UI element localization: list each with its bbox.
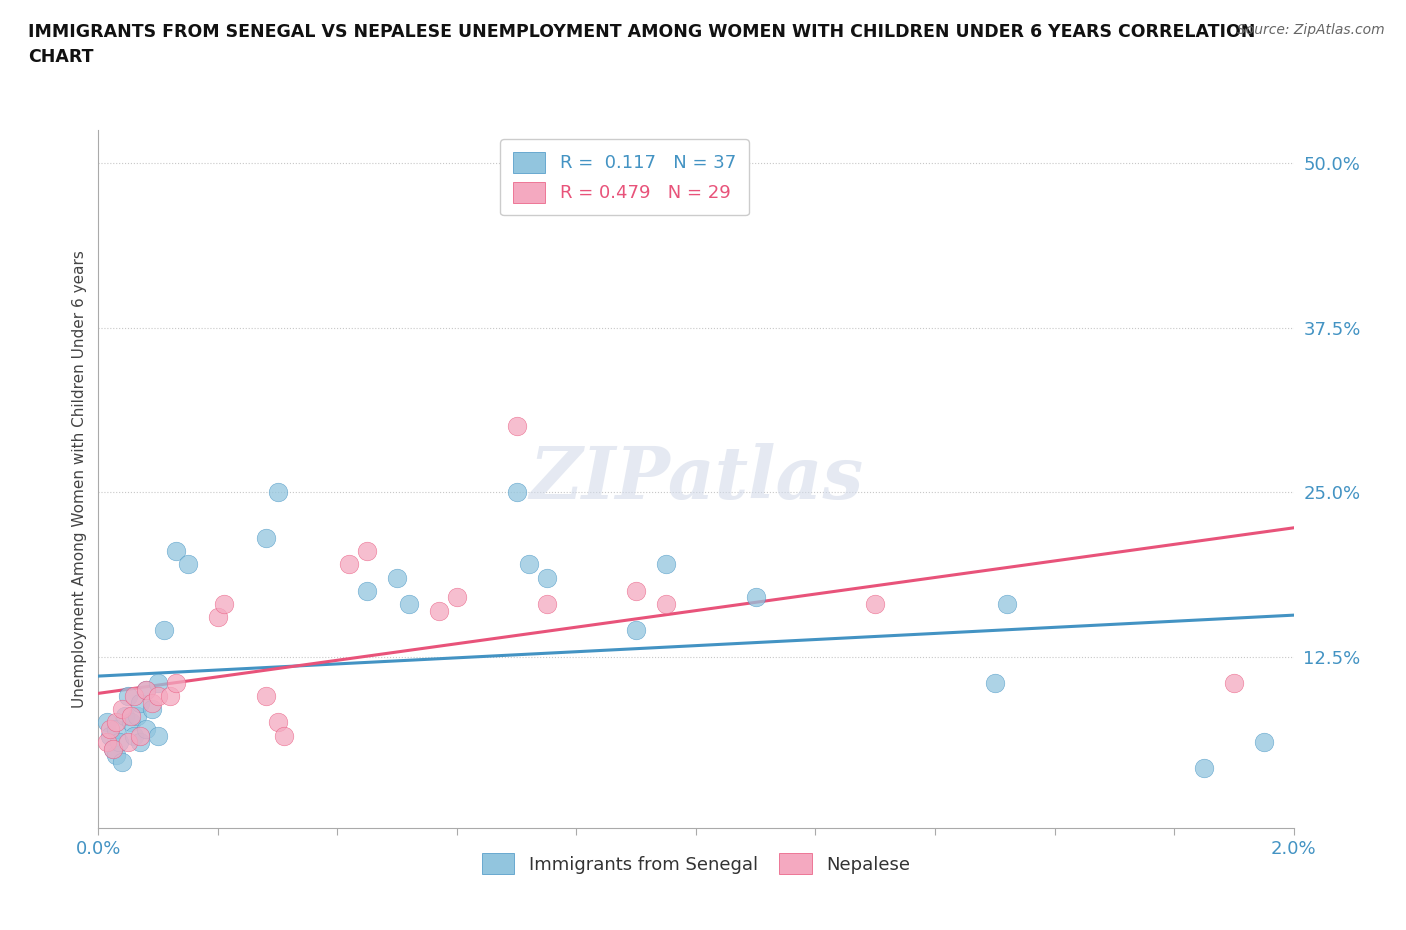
Point (267, 485, 290, 499)
Point (339, 557, 360, 572)
Point (98, 722, 122, 737)
Point (120, 709, 142, 724)
Point (129, 728, 152, 743)
Point (517, 557, 540, 572)
Point (254, 688, 277, 703)
Point (356, 583, 378, 598)
Text: IMMIGRANTS FROM SENEGAL VS NEPALESE UNEMPLOYMENT AMONG WOMEN WITH CHILDREN UNDER: IMMIGRANTS FROM SENEGAL VS NEPALESE UNEM… (28, 23, 1256, 66)
Point (273, 728, 295, 743)
Point (114, 709, 136, 724)
Point (506, 485, 529, 499)
Point (995, 596, 1018, 611)
Point (117, 735, 139, 750)
Point (1253, 735, 1275, 750)
Y-axis label: Unemployment Among Women with Children Under 6 years: Unemployment Among Women with Children U… (72, 250, 87, 708)
Point (135, 682, 157, 697)
Point (655, 596, 678, 611)
Point (124, 688, 146, 703)
Point (865, 596, 887, 611)
Point (141, 702, 163, 717)
Point (165, 675, 187, 690)
Text: ZIPatlas: ZIPatlas (529, 444, 863, 514)
Point (427, 604, 450, 618)
Point (745, 590, 768, 604)
Point (103, 741, 125, 756)
Point (207, 610, 229, 625)
Point (398, 596, 420, 611)
Point (1192, 761, 1215, 776)
Point (124, 728, 146, 743)
Point (446, 590, 468, 604)
Point (385, 570, 409, 585)
Point (117, 688, 139, 703)
Point (98, 728, 122, 743)
Point (536, 570, 558, 585)
Point (626, 583, 648, 598)
Point (626, 623, 648, 638)
Point (108, 735, 131, 750)
Point (254, 531, 277, 546)
Point (141, 696, 163, 711)
Point (129, 735, 152, 750)
Legend: Immigrants from Senegal, Nepalese: Immigrants from Senegal, Nepalese (474, 846, 918, 882)
Point (111, 702, 134, 717)
Point (127, 709, 149, 724)
Point (1223, 675, 1246, 690)
Point (212, 596, 235, 611)
Point (536, 596, 558, 611)
Point (153, 623, 176, 638)
Point (135, 722, 157, 737)
Point (165, 544, 187, 559)
Point (105, 722, 128, 737)
Point (148, 675, 170, 690)
Point (103, 741, 125, 756)
Point (148, 688, 170, 703)
Point (135, 682, 157, 697)
Point (105, 748, 128, 763)
Point (96, 735, 118, 750)
Point (148, 728, 170, 743)
Point (120, 715, 142, 730)
Point (105, 715, 128, 730)
Point (267, 715, 290, 730)
Point (984, 675, 1007, 690)
Point (506, 418, 529, 433)
Text: Source: ZipAtlas.com: Source: ZipAtlas.com (1237, 23, 1385, 37)
Point (177, 557, 200, 572)
Point (356, 544, 378, 559)
Point (655, 557, 678, 572)
Point (96, 715, 118, 730)
Point (111, 754, 134, 769)
Point (159, 688, 181, 703)
Point (129, 696, 152, 711)
